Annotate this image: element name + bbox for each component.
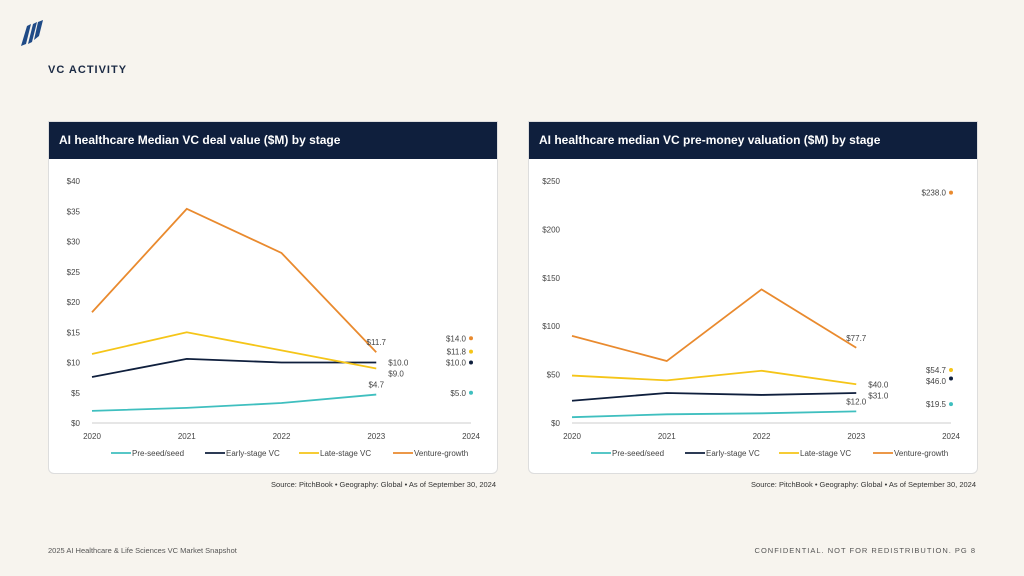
chart-title: AI healthcare Median VC deal value ($M) … — [49, 122, 497, 159]
series-line-early-stage-vc — [91, 357, 377, 378]
data-point-2024 — [469, 336, 473, 341]
data-point-2024 — [949, 376, 953, 381]
chart-source: Source: PitchBook • Geography: Global • … — [271, 480, 496, 489]
data-label: $40.0 — [868, 380, 889, 389]
legend-label: Pre-seed/seed — [612, 449, 664, 458]
legend-label: Late-stage VC — [800, 449, 851, 458]
series-line-late-stage-vc — [91, 331, 377, 370]
legend-label: Venture-growth — [894, 449, 948, 458]
x-tick-label: 2022 — [753, 432, 771, 441]
chart-source: Source: PitchBook • Geography: Global • … — [751, 480, 976, 489]
data-point-2024 — [949, 368, 953, 373]
y-tick-label: $250 — [542, 177, 560, 186]
data-label: $14.0 — [446, 334, 467, 343]
data-label: $19.5 — [926, 400, 947, 409]
data-label: $46.0 — [926, 377, 947, 386]
legend-label: Early-stage VC — [706, 449, 760, 458]
y-tick-label: $30 — [67, 238, 81, 247]
y-tick-label: $40 — [67, 177, 81, 186]
data-point-2024 — [949, 402, 953, 407]
y-tick-label: $10 — [67, 359, 81, 368]
footer-left: 2025 AI Healthcare & Life Sciences VC Ma… — [48, 546, 237, 555]
data-label: $31.0 — [868, 391, 889, 400]
data-point-2024 — [469, 349, 473, 354]
data-label: $12.0 — [846, 397, 867, 406]
data-label: $54.7 — [926, 366, 947, 375]
chart-deal-value: $0 $5 $10 $15 $20 $25 $30 $35 $40 2020 2021 2022 202… — [67, 177, 481, 458]
legend-label: Venture-growth — [414, 449, 468, 458]
data-label: $10.0 — [446, 359, 467, 368]
y-tick-label: $150 — [542, 274, 560, 283]
x-tick-label: 2024 — [942, 432, 960, 441]
chart-panel-valuation: AI healthcare median VC pre-money valuat… — [528, 121, 978, 474]
series-line-venture-growth — [571, 288, 857, 363]
logo-icon — [21, 20, 43, 46]
x-tick-label: 2021 — [178, 432, 196, 441]
data-label: $11.8 — [447, 348, 467, 357]
chart-title: AI healthcare median VC pre-money valuat… — [529, 122, 977, 159]
x-tick-label: 2023 — [847, 432, 865, 441]
y-tick-label: $200 — [542, 225, 560, 234]
y-tick-label: $20 — [67, 298, 81, 307]
series-line-pre-seed-seed — [571, 410, 857, 419]
y-tick-label: $0 — [71, 419, 80, 428]
y-tick-label: $25 — [67, 268, 81, 277]
data-label: $10.0 — [388, 359, 409, 368]
y-tick-label: $0 — [551, 419, 560, 428]
y-tick-label: $50 — [547, 371, 561, 380]
x-tick-label: 2023 — [367, 432, 385, 441]
x-tick-label: 2024 — [462, 432, 480, 441]
x-tick-label: 2020 — [83, 432, 101, 441]
y-tick-label: $15 — [67, 328, 81, 337]
data-point-2024 — [469, 360, 473, 365]
data-label: $77.7 — [846, 334, 867, 343]
y-tick-label: $5 — [71, 389, 80, 398]
legend-label: Early-stage VC — [226, 449, 280, 458]
legend-label: Late-stage VC — [320, 449, 371, 458]
data-point-2024 — [469, 390, 473, 395]
data-label: $5.0 — [450, 389, 466, 398]
y-tick-label: $35 — [67, 207, 81, 216]
chart-valuation: $0 $50 $100 $150 $200 $250 2020 2021 2022 2023 202… — [542, 177, 960, 458]
data-label: $9.0 — [388, 370, 404, 379]
data-label: $11.7 — [367, 338, 387, 347]
data-label: $238.0 — [922, 189, 947, 198]
series-line-late-stage-vc — [571, 369, 857, 386]
y-tick-label: $100 — [542, 322, 560, 331]
x-tick-label: 2022 — [273, 432, 291, 441]
section-title: VC ACTIVITY — [48, 64, 128, 76]
data-label: $4.7 — [368, 381, 384, 390]
data-point-2024 — [949, 190, 953, 195]
series-line-early-stage-vc — [571, 392, 857, 402]
series-line-venture-growth — [91, 207, 377, 353]
footer-right: CONFIDENTIAL. NOT FOR REDISTRIBUTION. PG… — [754, 546, 976, 555]
series-line-pre-seed-seed — [91, 393, 377, 412]
x-tick-label: 2020 — [563, 432, 581, 441]
legend-label: Pre-seed/seed — [132, 449, 184, 458]
chart-panel-deal-value: AI healthcare Median VC deal value ($M) … — [48, 121, 498, 474]
x-tick-label: 2021 — [658, 432, 676, 441]
